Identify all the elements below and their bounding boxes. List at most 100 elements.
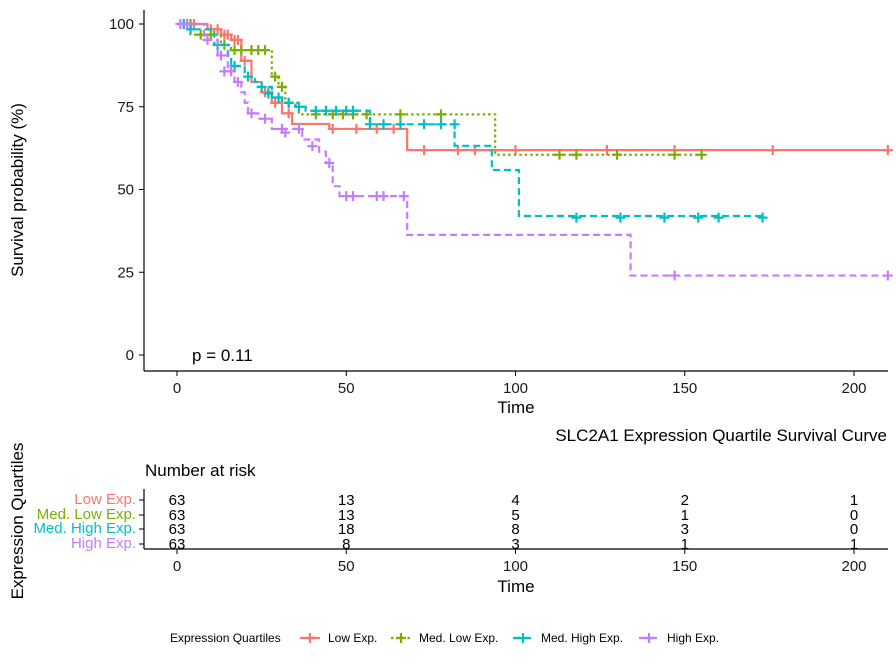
p-value-annotation: p = 0.11 [192, 346, 253, 365]
legend-item-label: Low Exp. [328, 631, 377, 645]
censor-mark [615, 212, 626, 223]
survival-plot: Survival probability (%) 0 25 50 75 100 0 50 1… [8, 10, 893, 445]
censor-mark [260, 45, 271, 56]
censor-mark [378, 191, 389, 202]
risk-row-label: Med. High Exp. [33, 520, 136, 537]
risk-row-label: Med. Low Exp. [37, 506, 136, 523]
censor-mark [364, 119, 375, 130]
y-tick-label: 50 [117, 182, 134, 199]
censor-mark [398, 191, 409, 202]
censor-mark [371, 123, 382, 134]
risk-count: 0 [850, 521, 858, 538]
censor-mark [419, 145, 430, 156]
x-tick-label: 150 [672, 380, 697, 397]
y-tick-label: 100 [109, 16, 134, 33]
risk-row-label: Low Exp. [74, 491, 136, 508]
censor-mark [273, 92, 284, 103]
censor-mark [222, 29, 233, 40]
y-tick-label: 75 [117, 99, 134, 116]
risk-x-tick-label: 50 [338, 558, 355, 575]
risk-count: 4 [511, 492, 519, 509]
y-tick-label: 0 [126, 347, 134, 364]
censor-mark [236, 45, 247, 56]
risk-x-tick-label: 200 [841, 558, 866, 575]
risk-count: 1 [681, 507, 689, 524]
censor-mark [293, 123, 304, 134]
censor-mark [307, 141, 318, 152]
legend-key-mark [644, 633, 654, 643]
legend-title: Expression Quartiles [170, 631, 281, 645]
censor-mark [395, 119, 406, 130]
censor-mark [351, 123, 362, 134]
risk-x-tick-group: 0 50 100 150 200 [173, 549, 867, 575]
censor-mark [659, 212, 670, 223]
censor-mark [696, 149, 707, 160]
censor-mark [293, 101, 304, 112]
risk-table-title: Number at risk [145, 461, 256, 480]
censor-mark [436, 109, 447, 120]
censor-mark [182, 19, 193, 29]
censor-mark [229, 61, 240, 72]
risk-count: 3 [681, 521, 689, 538]
censor-mark [212, 24, 223, 35]
censor-mark [185, 24, 196, 35]
censor-mark [757, 212, 768, 223]
risk-count: 8 [511, 521, 519, 538]
y-axis-title: Survival probability (%) [8, 103, 27, 277]
survival-curve-med-low-exp [177, 22, 702, 156]
risk-count: 1 [681, 536, 689, 553]
censor-mark [436, 119, 447, 130]
censor-mark [449, 119, 460, 130]
censor-mark [348, 191, 359, 202]
risk-count: 5 [511, 507, 519, 524]
censor-mark [310, 105, 321, 116]
risk-count: 13 [338, 492, 355, 509]
risk-x-axis-title: Time [497, 577, 534, 596]
risk-table: Number at risk Expression Quartiles Low … [8, 443, 888, 600]
risk-count: 2 [681, 492, 689, 509]
censor-mark [239, 55, 250, 66]
legend-items: Low Exp. Med. Low Exp. Med. High Exp. High … [300, 631, 719, 645]
censor-mark [882, 270, 893, 281]
risk-count: 13 [338, 507, 355, 524]
censor-mark [232, 76, 243, 87]
censor-mark [571, 212, 582, 223]
legend-item-label: High Exp. [667, 631, 719, 645]
censor-mark [378, 119, 389, 130]
censor-mark [280, 127, 291, 138]
censor-mark [601, 145, 612, 156]
risk-count: 0 [850, 507, 858, 524]
censor-mark [320, 105, 331, 116]
censor-mark [283, 108, 294, 119]
censor-mark [693, 212, 704, 223]
risk-count: 1 [850, 492, 858, 509]
censor-mark [263, 88, 274, 99]
censor-mark [331, 105, 342, 116]
risk-row-label: High Exp. [71, 535, 136, 552]
censor-mark [283, 97, 294, 108]
legend-item-label: Med. High Exp. [541, 631, 623, 645]
censor-mark [348, 105, 359, 116]
censor-mark [270, 71, 281, 82]
risk-x-tick-label: 100 [503, 558, 528, 575]
risk-count: 63 [169, 507, 186, 524]
censor-mark [202, 34, 213, 45]
censor-mark [243, 71, 254, 82]
survival-curves [175, 19, 893, 281]
legend-key-mark [396, 633, 406, 643]
legend-item-label: Med. Low Exp. [419, 631, 498, 645]
censor-mark [419, 119, 430, 130]
legend-key-mark [518, 633, 528, 643]
risk-table-y-title: Expression Quartiles [8, 443, 27, 600]
survival-curve-med-high-exp [177, 22, 764, 218]
risk-count: 1 [850, 536, 858, 553]
censor-mark [882, 145, 893, 156]
censor-mark [713, 212, 724, 223]
censor-mark [327, 123, 338, 134]
chart-title: SLC2A1 Expression Quartile Survival Curv… [555, 426, 887, 445]
censor-mark [246, 108, 257, 119]
y-tick-group: 0 25 50 75 100 [109, 16, 144, 364]
censor-mark [226, 66, 237, 77]
risk-x-tick-label: 150 [672, 558, 697, 575]
